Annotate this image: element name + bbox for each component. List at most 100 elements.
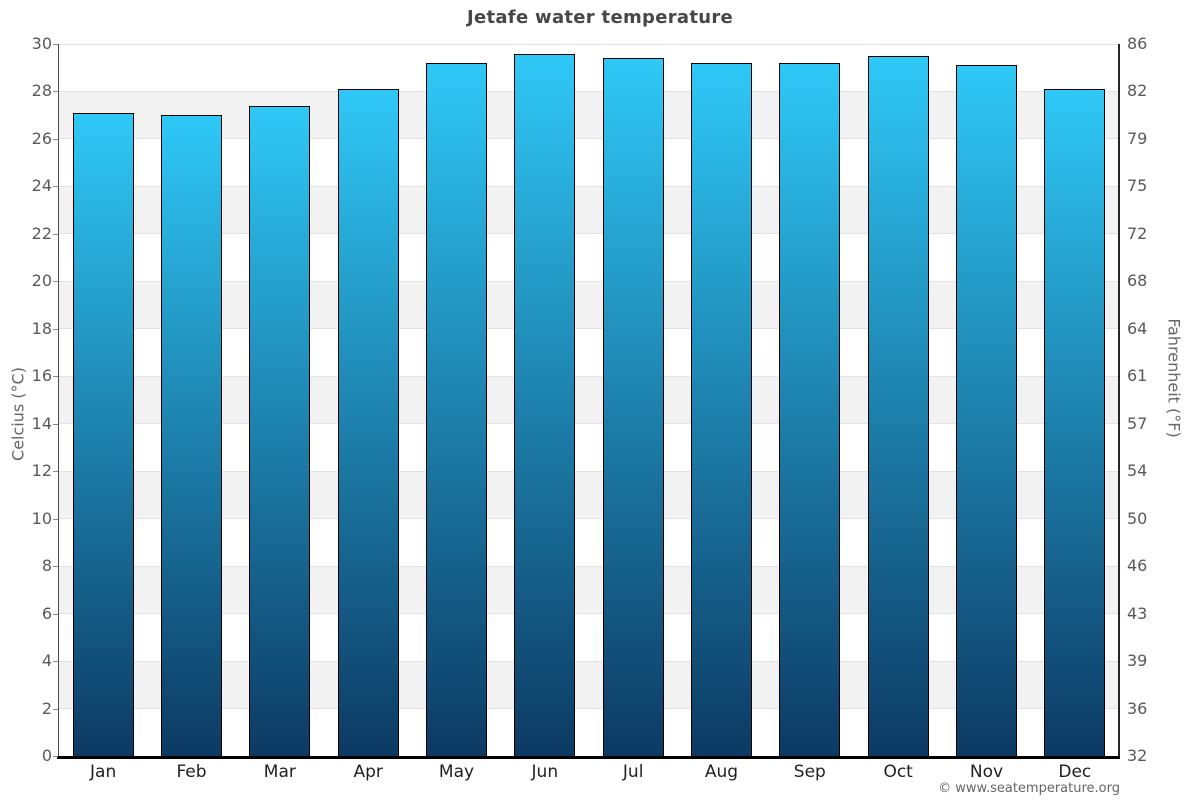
ytick-celsius-2: 2: [41, 698, 52, 718]
ytick-celsius-26: 26: [31, 128, 52, 148]
ytick-celsius-12: 12: [31, 461, 52, 481]
xtick-dec: Dec: [1058, 762, 1092, 782]
xtick-feb: Feb: [176, 762, 207, 782]
gridline-26c: [59, 138, 1119, 140]
copyright-text: © www.seatemperature.org: [938, 781, 1120, 796]
ytick-fahrenheit-64: 64: [1127, 318, 1148, 338]
background-band: [59, 281, 1119, 329]
bar-apr: [337, 89, 399, 756]
gridline-14c: [59, 423, 1119, 425]
background-band: [59, 471, 1119, 519]
ytick-fahrenheit-32: 32: [1127, 746, 1148, 765]
xtick-apr: Apr: [353, 762, 383, 782]
xtick-sep: Sep: [793, 762, 826, 782]
ytick-fahrenheit-57: 57: [1127, 413, 1148, 433]
xtick-jul: Jul: [622, 762, 644, 782]
bar-jun: [514, 53, 576, 756]
ytick-fahrenheit-86: 86: [1127, 34, 1148, 53]
ytick-fahrenheit-61: 61: [1127, 366, 1148, 386]
bar-feb: [161, 115, 222, 756]
background-band: [59, 376, 1119, 424]
x-axis-line: [57, 755, 1120, 759]
background-band: [59, 661, 1119, 709]
gridline-6c: [59, 613, 1119, 615]
ytick-fahrenheit-68: 68: [1127, 271, 1148, 291]
ytick-mark-left: [53, 91, 58, 93]
bar-aug: [691, 63, 752, 756]
ytick-celsius-30: 30: [31, 34, 52, 53]
gridline-10c: [59, 518, 1119, 520]
xtick-jun: Jun: [531, 762, 559, 782]
background-band: [59, 91, 1119, 139]
ytick-mark-left: [53, 566, 58, 568]
ytick-celsius-10: 10: [31, 508, 52, 528]
gridline-12c: [59, 470, 1119, 472]
gridline-28c: [59, 90, 1119, 92]
ytick-fahrenheit-43: 43: [1127, 603, 1148, 623]
chart-title: Jetafe water temperature: [466, 7, 734, 28]
xtick-nov: Nov: [969, 762, 1004, 782]
background-band: [59, 566, 1119, 614]
gridline-22c: [59, 233, 1119, 235]
ytick-mark-left: [53, 233, 58, 235]
ytick-celsius-14: 14: [31, 413, 52, 433]
gridline-30c: [59, 43, 1119, 45]
ytick-fahrenheit-46: 46: [1127, 556, 1148, 576]
ytick-mark-left: [53, 376, 58, 378]
gridline-2c: [59, 708, 1119, 710]
ytick-fahrenheit-54: 54: [1127, 461, 1148, 481]
xtick-oct: Oct: [883, 762, 913, 782]
ytick-fahrenheit-72: 72: [1127, 223, 1148, 243]
gridline-20c: [59, 280, 1119, 282]
bar-may: [426, 63, 487, 756]
ytick-mark-left: [53, 756, 58, 757]
ytick-mark-left: [53, 328, 58, 330]
ytick-mark-left: [53, 708, 58, 710]
ytick-celsius-18: 18: [31, 318, 52, 338]
ytick-celsius-0: 0: [41, 746, 52, 765]
ytick-mark-left: [53, 423, 58, 425]
ytick-mark-left: [53, 518, 58, 520]
gridline-16c: [59, 375, 1119, 377]
gridline-18c: [59, 328, 1119, 330]
ytick-celsius-16: 16: [31, 366, 52, 386]
gridline-8c: [59, 565, 1119, 567]
ytick-mark-left: [53, 661, 58, 663]
ytick-celsius-22: 22: [31, 223, 52, 243]
ytick-mark-left: [53, 613, 58, 615]
ytick-fahrenheit-75: 75: [1127, 176, 1148, 196]
gridline-24c: [59, 185, 1119, 187]
xtick-may: May: [438, 762, 475, 782]
bar-oct: [867, 55, 929, 756]
y-axis-line-left: [57, 44, 59, 757]
ytick-mark-left: [53, 138, 58, 140]
ytick-fahrenheit-79: 79: [1127, 128, 1148, 148]
xtick-jan: Jan: [90, 762, 117, 782]
plot-area: [59, 43, 1119, 756]
xtick-mar: Mar: [263, 762, 296, 782]
ytick-celsius-20: 20: [31, 271, 52, 291]
ytick-celsius-8: 8: [41, 556, 52, 576]
bar-dec: [1044, 89, 1106, 756]
bar-jul: [602, 58, 664, 756]
gridline-4c: [59, 660, 1119, 662]
ytick-mark-left: [53, 186, 58, 188]
ytick-celsius-4: 4: [41, 651, 52, 671]
bar-mar: [249, 105, 311, 756]
y-axis-line-right: [1118, 44, 1120, 757]
ytick-celsius-28: 28: [31, 81, 52, 101]
ytick-mark-left: [53, 471, 58, 473]
bar-nov: [956, 65, 1017, 756]
ytick-celsius-6: 6: [41, 603, 52, 623]
background-band: [59, 186, 1119, 234]
ytick-fahrenheit-82: 82: [1127, 81, 1148, 101]
ytick-fahrenheit-36: 36: [1127, 698, 1148, 718]
ytick-mark-left: [53, 281, 58, 283]
ytick-celsius-24: 24: [31, 176, 52, 196]
xtick-aug: Aug: [704, 762, 739, 782]
bar-sep: [779, 63, 841, 756]
ytick-mark-left: [53, 44, 58, 45]
bar-jan: [72, 112, 134, 756]
ytick-fahrenheit-39: 39: [1127, 651, 1148, 671]
